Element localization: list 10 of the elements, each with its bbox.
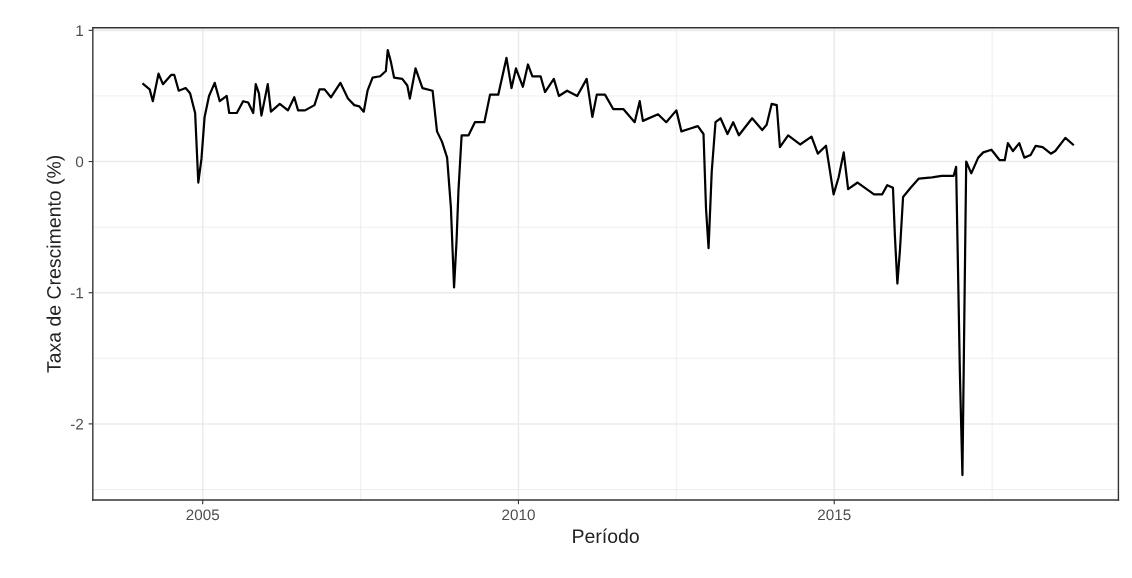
y-tick-label: 0 <box>75 156 84 168</box>
y-tick-label: -2 <box>70 418 84 430</box>
line-series <box>142 48 1075 477</box>
x-axis-title: Período <box>573 528 639 544</box>
x-tick-label: 2010 <box>502 509 535 521</box>
y-axis-title: Taxa de Crescimento (%) <box>46 155 65 373</box>
x-tick-label: 2005 <box>186 509 220 521</box>
x-tick-label: 2015 <box>818 509 851 521</box>
y-tick-label: -1 <box>70 287 84 299</box>
y-tick-label: 1 <box>76 25 84 36</box>
